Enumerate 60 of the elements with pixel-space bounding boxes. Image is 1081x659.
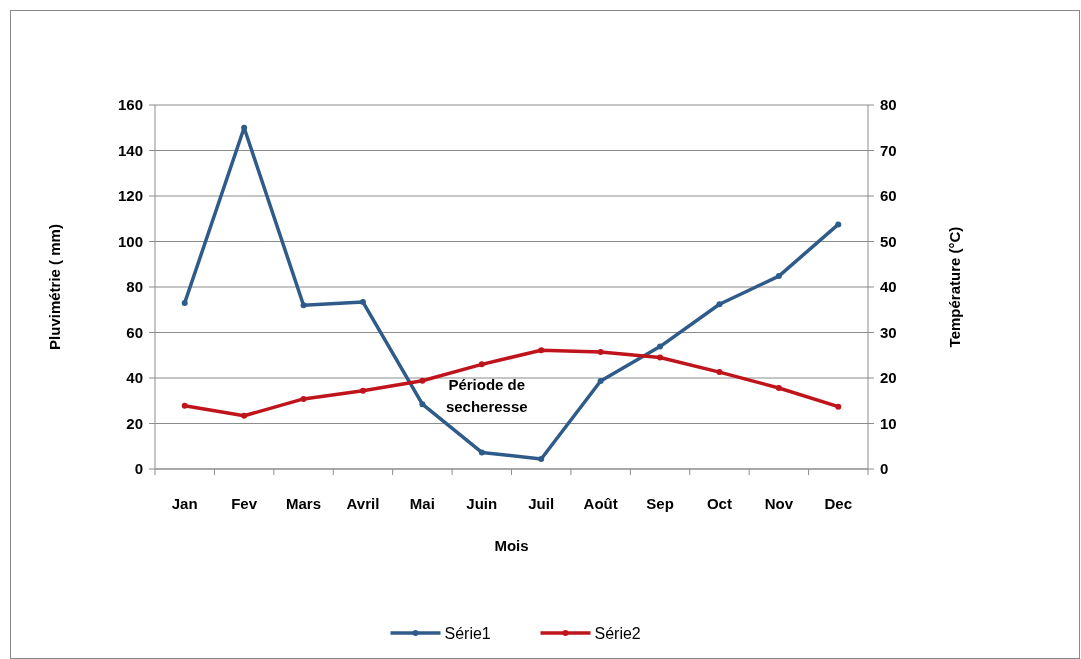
point xyxy=(478,361,485,368)
x-tick-label: Oct xyxy=(706,495,732,512)
point xyxy=(241,124,248,131)
y2-tick-label: 30 xyxy=(880,323,897,341)
point xyxy=(775,385,782,392)
x-tick-label: Juin xyxy=(466,495,498,512)
x-tick-label: Juil xyxy=(528,495,555,512)
point xyxy=(419,401,426,408)
y2-tick-label: 10 xyxy=(880,414,897,432)
point xyxy=(538,455,545,462)
point xyxy=(181,402,188,409)
y2-tick-label: 50 xyxy=(880,232,897,250)
point xyxy=(300,395,307,402)
point xyxy=(419,377,426,384)
point xyxy=(716,369,723,376)
x-tick-label: Mai xyxy=(409,495,435,512)
point xyxy=(241,412,248,419)
x-tick-label: Août xyxy=(583,495,618,512)
x-tick-label: Mars xyxy=(286,495,322,512)
point xyxy=(657,354,664,361)
x-tick-label: Nov xyxy=(764,495,794,512)
y2-tick-label: 60 xyxy=(880,187,897,205)
annotation: Période de secheresse xyxy=(445,376,528,415)
x-tick-label: Avril xyxy=(346,495,380,512)
point xyxy=(716,301,723,308)
point xyxy=(597,349,604,356)
y-tick-label: 0 xyxy=(134,460,143,478)
y2-tick-label: 70 xyxy=(880,141,897,159)
x-axis-title: Mois xyxy=(494,537,529,554)
y-axis-title: Pluvimétrie ( mm) xyxy=(46,224,63,350)
point xyxy=(835,221,842,228)
point xyxy=(181,299,188,306)
legend-label: Série2 xyxy=(594,624,641,642)
y-tick-label: 160 xyxy=(117,96,143,114)
y-tick-label: 80 xyxy=(126,278,143,296)
y2-tick-label: 20 xyxy=(880,369,897,387)
y2-tick-label: 40 xyxy=(880,278,897,296)
point xyxy=(359,299,366,306)
y-tick-label: 20 xyxy=(126,414,143,432)
point xyxy=(538,347,545,354)
point xyxy=(835,403,842,410)
y2-tick-label: 0 xyxy=(880,460,889,478)
point xyxy=(300,302,307,309)
y-tick-label: 140 xyxy=(117,141,143,159)
y2-tick-label: 80 xyxy=(880,96,897,114)
point xyxy=(775,273,782,280)
x-tick-label: Jan xyxy=(171,495,198,512)
y-tick-label: 60 xyxy=(126,323,143,341)
legend-label: Série1 xyxy=(444,624,491,642)
y-tick-label: 120 xyxy=(117,187,143,205)
y-tick-label: 100 xyxy=(117,232,143,250)
x-tick-label: Fev xyxy=(231,495,258,512)
x-tick-label: Dec xyxy=(824,495,853,512)
x-tick-label: Sep xyxy=(646,495,674,512)
point xyxy=(597,377,604,384)
point xyxy=(478,449,485,456)
y2-axis-title: Température (°C) xyxy=(946,226,963,348)
point xyxy=(359,387,366,394)
point xyxy=(657,343,664,350)
y-tick-label: 40 xyxy=(126,369,143,387)
